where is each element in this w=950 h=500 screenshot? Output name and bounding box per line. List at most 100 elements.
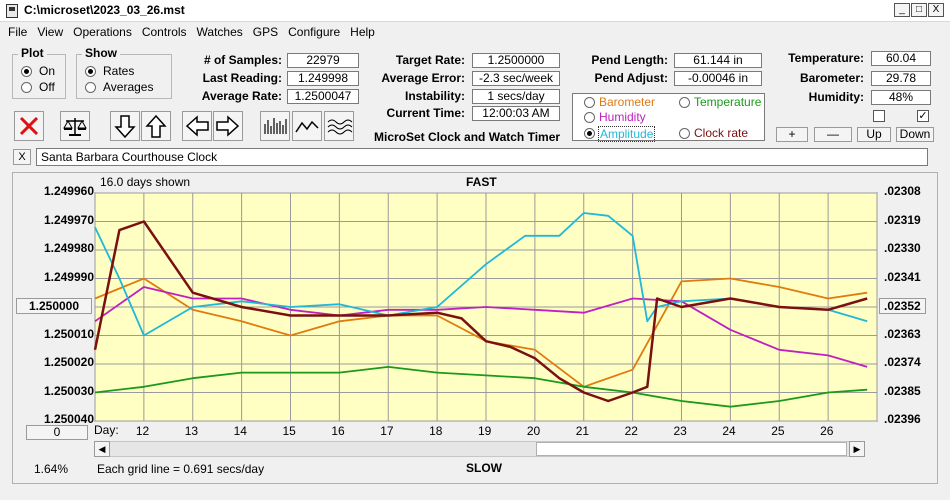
humidity-option-label: Humidity	[599, 110, 646, 124]
amplitude-option-label: Amplitude	[598, 126, 656, 142]
up-button[interactable]: Up	[857, 127, 891, 142]
minus-button[interactable]: —	[814, 127, 852, 142]
average-error-value: -2.3 sec/week	[472, 71, 560, 86]
minimize-button[interactable]: _	[894, 3, 910, 17]
scrollbar-thumb[interactable]	[536, 442, 847, 456]
slow-label: SLOW	[466, 461, 502, 475]
right-axis-tick-label: .02363	[884, 326, 921, 341]
pend-adjust-label: Pend Adjust:	[594, 71, 668, 85]
rate-chart	[93, 192, 878, 422]
average-rate-label: Average Rate:	[201, 89, 282, 103]
clock-rate-radio[interactable]	[679, 128, 690, 139]
left-axis-tick-label: 1.250010	[43, 326, 94, 341]
x-axis-tick-label: 17	[380, 424, 394, 438]
product-title: MicroSet Clock and Watch Timer	[374, 130, 561, 144]
down-button[interactable]: Down	[896, 127, 934, 142]
menu-controls[interactable]: Controls	[141, 25, 187, 39]
menu-bar: File View Operations Controls Watches GPS Conf…	[0, 22, 950, 42]
menu-gps[interactable]: GPS	[252, 25, 279, 39]
humidity-value: 48%	[871, 90, 931, 105]
barometer-radio[interactable]	[584, 97, 595, 108]
series-humidity	[94, 286, 868, 368]
left-axis-tick-label: 1.250040	[43, 412, 94, 426]
left-axis-tick-label: 1.249990	[43, 269, 94, 284]
x-axis-tick-label: 13	[184, 424, 199, 438]
menu-operations[interactable]: Operations	[73, 25, 132, 39]
x-axis-tick-label: 25	[771, 424, 785, 438]
scroll-right-arrow-icon[interactable]: ▶	[849, 441, 865, 457]
amplitude-radio[interactable]	[584, 128, 595, 139]
target-rate-value[interactable]: 1.2500000	[472, 53, 560, 68]
x-axis-tick-label: 20	[526, 424, 541, 438]
barometer-label: Barometer:	[799, 71, 864, 85]
arrow-right-icon[interactable]	[213, 111, 243, 141]
last-reading-label: Last Reading:	[202, 71, 282, 85]
plot-on-label: On	[39, 64, 56, 78]
window-title: C:\microset\2023_03_26.mst	[24, 3, 185, 17]
series-amplitude	[94, 212, 868, 337]
temperature-option-label: Temperature	[694, 95, 762, 109]
menu-configure[interactable]: Configure	[288, 25, 341, 39]
x-axis-tick-label: 23	[673, 424, 687, 438]
menu-view[interactable]: View	[37, 25, 64, 39]
stop-x-icon[interactable]	[14, 111, 44, 141]
x-axis-tick-label: 12	[135, 424, 150, 438]
plus-button[interactable]: +	[776, 127, 808, 142]
zoom-percent: 1.64%	[34, 462, 69, 476]
menu-watches[interactable]: Watches	[196, 25, 243, 39]
app-icon	[6, 4, 18, 18]
menu-help[interactable]: Help	[350, 25, 375, 39]
menu-file[interactable]: File	[8, 25, 28, 39]
samples-value: 22979	[287, 53, 359, 68]
close-button[interactable]: X	[928, 3, 944, 17]
humidity-radio[interactable]	[584, 112, 595, 123]
offset-button[interactable]: 0	[26, 425, 88, 440]
right-axis-tick-label: .02330	[884, 241, 921, 255]
last-reading-value: 1.249998	[287, 71, 359, 86]
arrow-left-icon[interactable]	[182, 111, 212, 141]
balance-scale-icon[interactable]	[60, 111, 90, 141]
show-averages-label: Averages	[103, 80, 154, 94]
sensor-options-box	[572, 93, 765, 141]
temperature-radio[interactable]	[679, 97, 690, 108]
x-axis-tick-label: 15	[282, 424, 296, 438]
line-graph-icon[interactable]	[292, 111, 322, 141]
right-axis-tick-label: .02374	[884, 355, 921, 369]
maximize-button[interactable]: □	[911, 3, 927, 17]
plot-group-title: Plot	[18, 46, 47, 60]
checkbox-right[interactable]: ✓	[917, 110, 929, 122]
bar-graph-icon[interactable]	[260, 111, 290, 141]
temperature-label: Temperature:	[788, 51, 864, 65]
right-axis-tick-label: .02308	[884, 184, 921, 198]
arrow-up-icon[interactable]	[141, 111, 171, 141]
x-axis-tick-label: 19	[478, 424, 492, 438]
x-axis-tick-label: 24	[722, 424, 736, 438]
left-axis-tick-label: 1.250030	[43, 383, 94, 398]
scroll-left-arrow-icon[interactable]: ◀	[94, 441, 110, 457]
show-averages-radio[interactable]	[85, 82, 96, 93]
wave-graph-icon[interactable]	[324, 111, 354, 141]
clock-rate-option-label: Clock rate	[694, 126, 749, 140]
target-rate-label: Target Rate:	[395, 53, 465, 67]
clock-name-input[interactable]: Santa Barbara Courthouse Clock	[36, 148, 928, 166]
checkbox-left[interactable]	[873, 110, 885, 122]
left-axis-tick-label: 1.250020	[43, 355, 94, 369]
chart-panel	[12, 172, 938, 484]
x-axis-tick-label: 16	[331, 424, 345, 438]
pend-length-value[interactable]: 61.144 in	[674, 53, 762, 68]
right-axis-tick-label: .02319	[884, 212, 921, 227]
plot-on-radio[interactable]	[21, 66, 32, 77]
x-axis-tick-label: 18	[429, 424, 443, 438]
current-time-label: Current Time:	[386, 106, 465, 120]
plot-off-label: Off	[39, 80, 55, 94]
instability-value: 1 secs/day	[472, 89, 560, 104]
series-clock-rate	[93, 220, 868, 403]
day-prefix: Day:	[94, 423, 119, 437]
barometer-option-label: Barometer	[599, 95, 656, 109]
plot-off-radio[interactable]	[21, 82, 32, 93]
show-rates-radio[interactable]	[85, 66, 96, 77]
arrow-down-icon[interactable]	[110, 111, 140, 141]
x-axis-tick-label: 21	[575, 424, 590, 438]
current-time-value: 12:00:03 AM	[472, 106, 560, 121]
clear-name-button[interactable]: X	[13, 149, 31, 165]
